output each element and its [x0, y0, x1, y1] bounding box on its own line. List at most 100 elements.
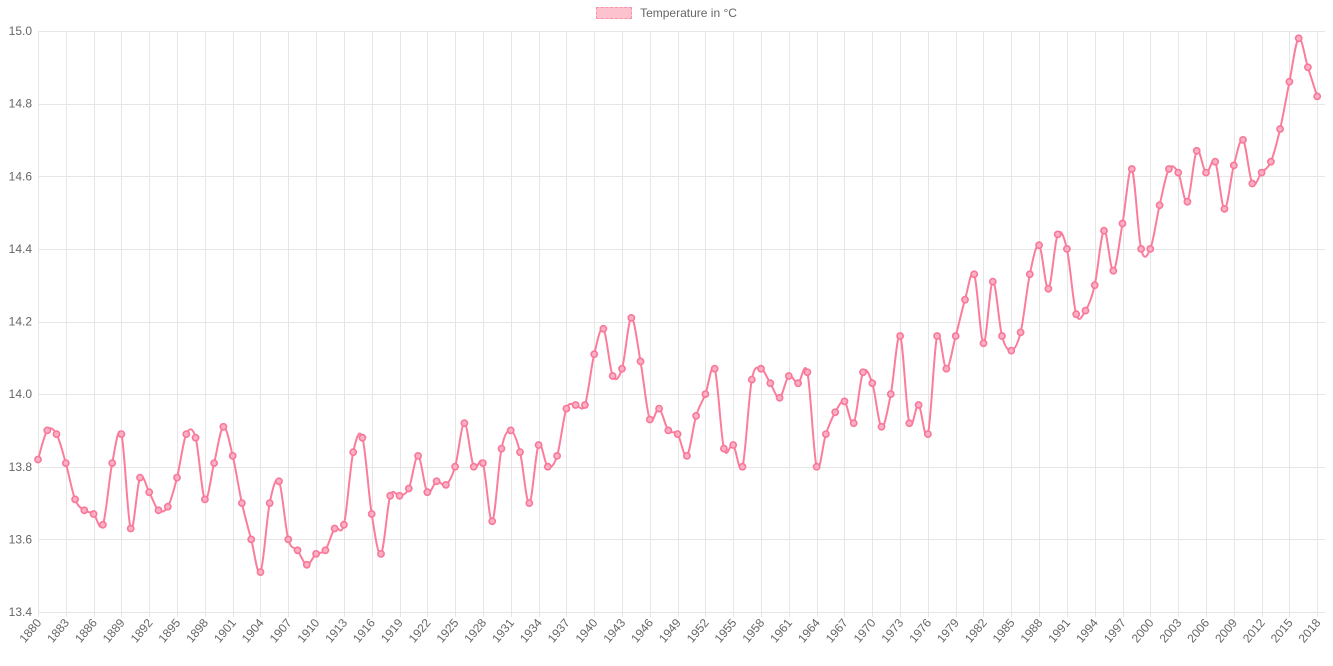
data-point[interactable] — [618, 364, 626, 373]
data-point[interactable] — [358, 433, 367, 442]
data-point[interactable] — [191, 433, 200, 442]
data-point[interactable] — [423, 488, 432, 497]
data-point[interactable] — [757, 364, 765, 373]
data-point[interactable] — [1276, 125, 1284, 133]
data-point[interactable] — [877, 422, 886, 431]
data-point[interactable] — [766, 379, 775, 388]
data-point[interactable] — [506, 426, 515, 435]
data-point[interactable] — [1072, 310, 1081, 319]
data-point[interactable] — [775, 393, 784, 402]
data-point[interactable] — [1285, 77, 1294, 86]
data-point[interactable] — [404, 484, 413, 493]
data-point[interactable] — [275, 477, 283, 486]
data-point[interactable] — [729, 441, 738, 449]
data-point[interactable] — [377, 550, 385, 558]
data-point[interactable] — [1248, 179, 1257, 188]
data-point[interactable] — [914, 401, 923, 409]
data-point[interactable] — [228, 451, 237, 460]
data-point[interactable] — [590, 350, 599, 359]
data-point[interactable] — [627, 313, 636, 322]
data-point[interactable] — [1109, 266, 1118, 275]
data-point[interactable] — [302, 560, 311, 569]
data-point[interactable] — [1007, 346, 1016, 355]
data-point[interactable] — [1165, 165, 1173, 173]
data-point[interactable] — [136, 473, 144, 482]
data-point[interactable] — [924, 430, 932, 438]
data-point[interactable] — [553, 451, 561, 460]
data-point[interactable] — [1118, 219, 1127, 228]
data-point[interactable] — [849, 419, 858, 428]
data-point[interactable] — [673, 430, 682, 438]
data-point[interactable] — [247, 535, 256, 544]
data-point[interactable] — [1313, 92, 1322, 101]
data-point[interactable] — [145, 488, 154, 497]
data-point[interactable] — [43, 426, 52, 435]
data-point[interactable] — [1220, 204, 1229, 213]
data-point[interactable] — [349, 448, 358, 457]
data-point[interactable] — [395, 491, 404, 500]
data-point[interactable] — [210, 459, 218, 467]
data-point[interactable] — [831, 408, 840, 417]
data-point[interactable] — [942, 364, 951, 373]
data-point[interactable] — [896, 332, 904, 340]
data-point[interactable] — [543, 462, 552, 471]
data-point[interactable] — [80, 506, 89, 515]
data-point[interactable] — [970, 270, 979, 279]
data-point[interactable] — [636, 357, 645, 366]
data-point[interactable] — [330, 524, 339, 533]
data-point[interactable] — [265, 499, 274, 507]
data-point[interactable] — [581, 401, 589, 409]
data-point[interactable] — [312, 550, 320, 558]
data-point[interactable] — [1155, 201, 1164, 210]
data-point[interactable] — [1183, 197, 1192, 206]
data-point[interactable] — [664, 426, 673, 435]
data-point[interactable] — [1053, 230, 1062, 239]
data-point[interactable] — [645, 415, 654, 424]
data-point[interactable] — [163, 502, 172, 511]
data-point[interactable] — [1304, 63, 1312, 72]
data-point[interactable] — [339, 520, 348, 529]
data-point[interactable] — [61, 459, 70, 467]
data-point[interactable] — [117, 430, 126, 438]
data-point[interactable] — [126, 524, 135, 533]
data-point[interactable] — [284, 535, 293, 544]
data-point[interactable] — [747, 375, 756, 384]
data-point[interactable] — [154, 506, 163, 515]
data-point[interactable] — [525, 499, 534, 507]
data-point[interactable] — [933, 332, 941, 340]
data-point[interactable] — [803, 368, 812, 377]
data-point[interactable] — [701, 390, 710, 398]
data-point[interactable] — [1267, 157, 1275, 166]
data-point[interactable] — [905, 419, 914, 428]
data-point[interactable] — [859, 368, 867, 377]
data-point[interactable] — [562, 404, 571, 413]
data-point[interactable] — [738, 462, 747, 471]
data-point[interactable] — [1090, 281, 1099, 290]
data-point[interactable] — [1192, 146, 1201, 155]
data-point[interactable] — [497, 444, 506, 453]
data-point[interactable] — [432, 477, 441, 486]
data-point[interactable] — [720, 444, 728, 453]
data-point[interactable] — [488, 517, 497, 526]
data-point[interactable] — [219, 422, 228, 431]
data-point[interactable] — [99, 520, 107, 529]
data-point[interactable] — [979, 339, 988, 348]
data-point[interactable] — [441, 480, 450, 489]
data-point[interactable] — [1202, 168, 1210, 177]
data-point[interactable] — [961, 295, 969, 304]
data-point[interactable] — [34, 455, 42, 464]
data-point[interactable] — [822, 430, 830, 438]
data-point[interactable] — [784, 372, 793, 380]
data-point[interactable] — [1044, 284, 1053, 293]
data-point[interactable] — [108, 459, 117, 467]
data-point[interactable] — [1025, 270, 1034, 279]
data-point[interactable] — [478, 459, 487, 467]
data-point[interactable] — [1127, 165, 1136, 173]
data-point[interactable] — [1035, 241, 1043, 250]
data-point[interactable] — [710, 364, 719, 373]
data-point[interactable] — [571, 401, 580, 409]
data-point[interactable] — [812, 462, 821, 471]
data-point[interactable] — [868, 379, 877, 388]
data-point[interactable] — [1100, 226, 1108, 235]
data-point[interactable] — [951, 332, 960, 340]
